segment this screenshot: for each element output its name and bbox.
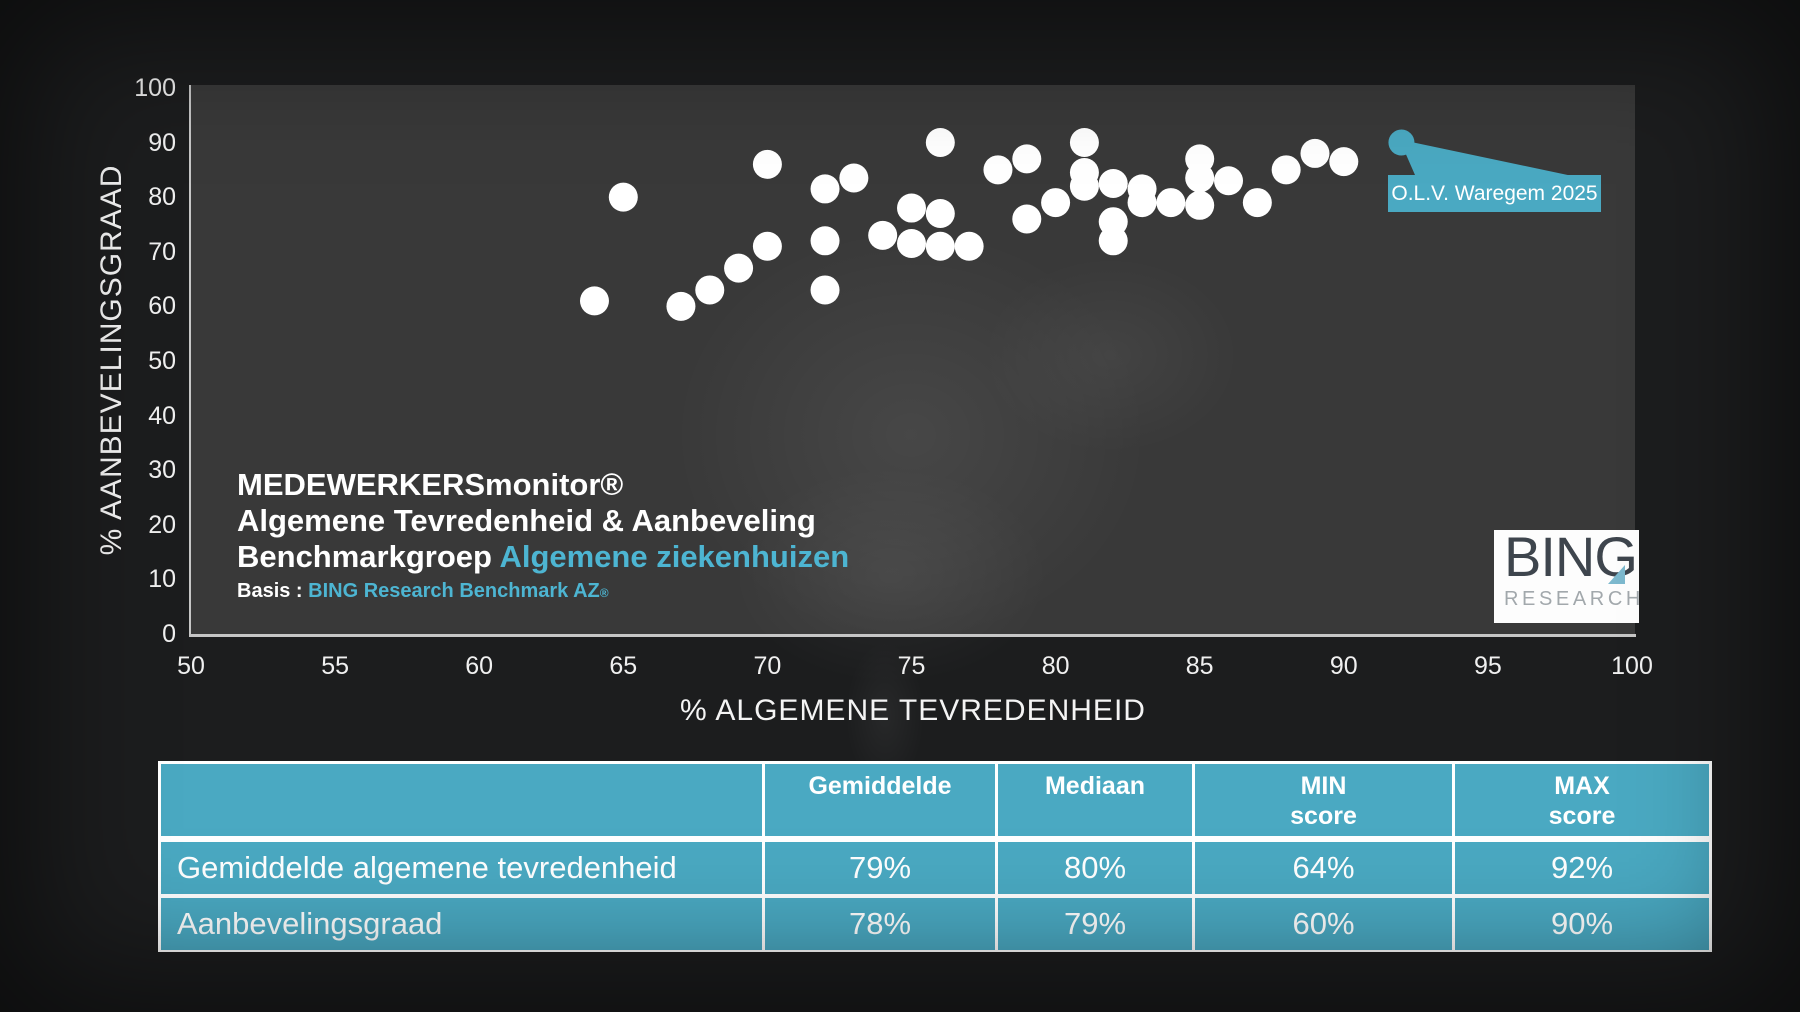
logo-text-sub: RESEARCH bbox=[1504, 588, 1639, 610]
scatter-point-benchmark bbox=[1069, 171, 1099, 201]
x-tick-label: 60 bbox=[465, 652, 494, 680]
scatter-point-benchmark bbox=[752, 149, 782, 179]
scatter-point-benchmark bbox=[1185, 190, 1215, 220]
table-row: Aanbevelingsgraad 78% 79% 60% 90% bbox=[161, 898, 1709, 950]
y-tick-label: 90 bbox=[148, 128, 176, 157]
table-header-cell: Mediaan bbox=[998, 764, 1192, 836]
benchmark-group-line: Benchmarkgroep Algemene ziekenhuizen bbox=[237, 539, 849, 575]
scatter-point-benchmark bbox=[1098, 226, 1128, 256]
scatter-point-benchmark bbox=[1271, 155, 1301, 185]
scatter-point-benchmark bbox=[1242, 188, 1272, 218]
scatter-point-benchmark bbox=[810, 174, 840, 204]
table-row-label: Gemiddelde algemene tevredenheid bbox=[161, 842, 762, 894]
y-tick-label: 70 bbox=[148, 237, 176, 266]
table-value-cell: 64% bbox=[1195, 842, 1452, 894]
chart-title-block: MEDEWERKERSmonitor® Algemene Tevredenhei… bbox=[237, 467, 849, 607]
y-tick-label: 30 bbox=[148, 456, 176, 485]
scatter-point-benchmark bbox=[1156, 188, 1186, 218]
x-tick-label: 100 bbox=[1611, 652, 1653, 680]
x-tick-label: 85 bbox=[1185, 652, 1214, 680]
x-tick-label: 70 bbox=[753, 652, 782, 680]
callout-label-olv-waregem: O.L.V. Waregem 2025 bbox=[1388, 175, 1601, 212]
table-value-cell: 78% bbox=[765, 898, 995, 950]
x-tick-label: 95 bbox=[1473, 652, 1502, 680]
scatter-point-benchmark bbox=[925, 231, 955, 261]
basis-label: Basis : bbox=[237, 580, 309, 602]
scatter-point-benchmark bbox=[579, 286, 609, 316]
x-tick-label: 65 bbox=[609, 652, 638, 680]
scatter-plot bbox=[579, 128, 1573, 321]
scatter-point-benchmark bbox=[925, 128, 955, 158]
x-tick-label: 80 bbox=[1041, 652, 1070, 680]
benchmark-label: Benchmarkgroep bbox=[237, 539, 500, 574]
chart-subtitle: Algemene Tevredenheid & Aanbeveling bbox=[237, 503, 816, 538]
scatter-point-benchmark bbox=[1185, 163, 1215, 193]
callout-wedge bbox=[1399, 139, 1573, 177]
scatter-point-benchmark bbox=[724, 253, 754, 283]
table-value-cell: 90% bbox=[1455, 898, 1709, 950]
scatter-point-benchmark bbox=[1127, 188, 1157, 218]
y-tick-label: 20 bbox=[148, 510, 176, 539]
y-axis-line bbox=[189, 85, 191, 637]
scatter-point-benchmark bbox=[1069, 128, 1099, 158]
benchmark-group-name: Algemene ziekenhuizen bbox=[499, 539, 850, 574]
table-value-cell: 79% bbox=[998, 898, 1192, 950]
table-row: Gemiddelde algemene tevredenheid 79% 80% 64… bbox=[161, 842, 1709, 894]
scatter-point-benchmark bbox=[752, 231, 782, 261]
table-header-cell: Gemiddelde bbox=[765, 764, 995, 836]
chart-title: MEDEWERKERSmonitor® bbox=[237, 467, 624, 502]
scatter-point-benchmark bbox=[1012, 144, 1042, 174]
scatter-point-benchmark bbox=[897, 193, 926, 223]
scatter-point-benchmark bbox=[925, 199, 955, 229]
table-header-cell: MIN score bbox=[1195, 764, 1452, 836]
scatter-point-benchmark bbox=[1214, 166, 1244, 196]
y-tick-label: 60 bbox=[148, 292, 176, 321]
table-value-cell: 60% bbox=[1195, 898, 1452, 950]
scatter-point-benchmark bbox=[983, 155, 1013, 185]
x-axis-title: % ALGEMENE TEVREDENHEID bbox=[680, 694, 1146, 727]
scatter-point-benchmark bbox=[1329, 147, 1359, 177]
x-tick-label: 55 bbox=[321, 652, 349, 680]
y-tick-label: 40 bbox=[148, 401, 176, 430]
y-tick-label: 80 bbox=[148, 183, 176, 212]
table-value-cell: 80% bbox=[998, 842, 1192, 894]
table-value-cell: 92% bbox=[1455, 842, 1709, 894]
y-tick-label: 0 bbox=[162, 620, 176, 648]
scatter-point-benchmark bbox=[954, 231, 984, 261]
benchmark-stats-table: Gemiddelde Mediaan MIN score MAX score Gemidde… bbox=[158, 761, 1712, 952]
scatter-point-benchmark bbox=[868, 220, 898, 250]
y-tick-label: 50 bbox=[148, 346, 176, 375]
table-header-cell bbox=[161, 764, 762, 836]
y-tick-label: 10 bbox=[148, 565, 176, 594]
scatter-point-benchmark bbox=[1300, 138, 1330, 168]
scatter-point-benchmark bbox=[608, 182, 638, 212]
scatter-point-benchmark bbox=[1041, 188, 1071, 218]
x-axis-line bbox=[189, 634, 1636, 637]
table-value-cell: 79% bbox=[765, 842, 995, 894]
table-header-cell: MAX score bbox=[1455, 764, 1709, 836]
scatter-point-benchmark bbox=[897, 229, 926, 259]
scatter-point-benchmark bbox=[1098, 168, 1128, 198]
x-tick-label: 50 bbox=[177, 652, 205, 680]
scatter-point-olv-waregem bbox=[1388, 129, 1415, 156]
scatter-point-benchmark bbox=[695, 275, 725, 305]
scatter-point-benchmark bbox=[839, 163, 869, 193]
scatter-point-benchmark bbox=[810, 275, 840, 305]
table-row: Gemiddelde Mediaan MIN score MAX score bbox=[161, 764, 1709, 836]
scatter-point-benchmark bbox=[810, 226, 840, 256]
scatter-point-benchmark bbox=[1012, 204, 1042, 234]
y-tick-label: 100 bbox=[134, 73, 176, 102]
x-tick-label: 75 bbox=[897, 652, 926, 680]
basis-line: Basis : BING Research Benchmark AZ® bbox=[237, 577, 849, 607]
x-tick-label: 90 bbox=[1329, 652, 1358, 680]
scatter-point-benchmark bbox=[666, 291, 696, 321]
bing-research-logo: BING RESEARCH bbox=[1494, 530, 1639, 623]
registered-mark: ® bbox=[599, 586, 609, 600]
chart-plot-area: MEDEWERKERSmonitor® Algemene Tevredenhei… bbox=[191, 85, 1635, 685]
basis-source: BING Research Benchmark AZ bbox=[308, 580, 600, 602]
table-row-label: Aanbevelingsgraad bbox=[161, 898, 762, 950]
